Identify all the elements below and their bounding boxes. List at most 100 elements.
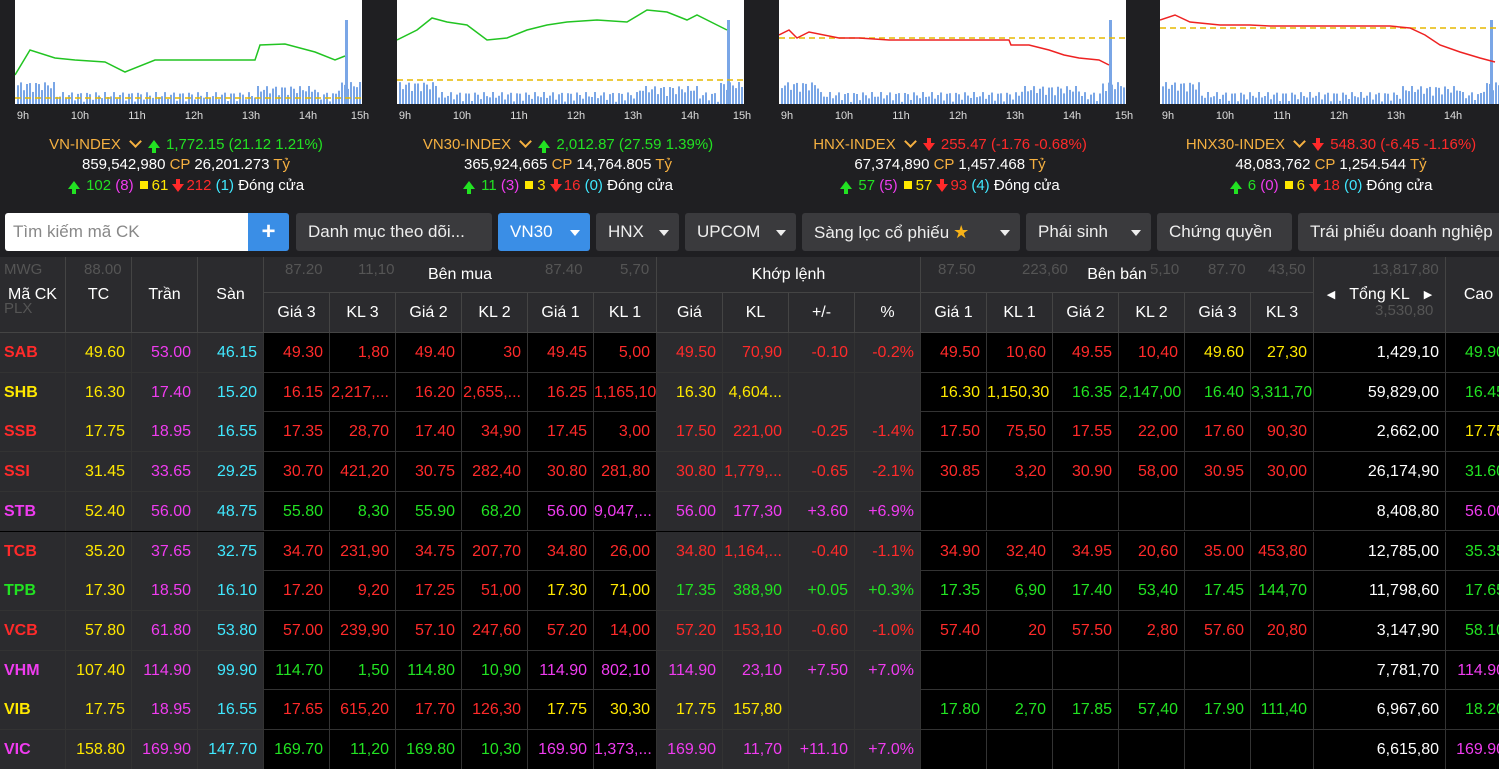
chevron-down-icon[interactable] <box>128 135 142 148</box>
tab-vn30[interactable]: VN30 <box>498 213 590 251</box>
symbol-cell[interactable]: VIB <box>0 690 66 730</box>
table-row[interactable]: TCB 35.20 37.65 32.75 34.70 231,90 34.75 207,70… <box>0 531 1499 572</box>
caret-down-icon <box>776 230 786 236</box>
header-ref[interactable]: TC <box>66 257 132 333</box>
symbol-cell[interactable]: TCB <box>0 531 66 571</box>
table-row[interactable]: SSB 17.75 18.95 16.55 17.35 28,70 17.40 34,90 17… <box>0 412 1499 453</box>
table-row[interactable]: SSI 31.45 33.65 29.25 30.70 421,20 30.75 282,40… <box>0 452 1499 492</box>
volume-bar <box>1399 98 1401 104</box>
chevron-down-icon[interactable] <box>903 135 917 148</box>
watchlist-button[interactable]: Danh mục theo dõi... <box>296 213 492 251</box>
volume-bar <box>107 97 109 104</box>
symbol-cell[interactable]: SSB <box>0 412 66 452</box>
header-kl-2[interactable]: KL 2 <box>462 293 528 333</box>
tab-hnx[interactable]: HNX <box>596 213 679 251</box>
symbol-cell[interactable]: SAB <box>0 333 66 372</box>
table-row[interactable]: VHM 107.40 114.90 99.90 114.70 1,50 114.80 10,9… <box>0 650 1499 691</box>
symbol-cell[interactable]: TPB <box>0 571 66 611</box>
volume-bar <box>263 89 265 104</box>
header-kl-3[interactable]: KL 3 <box>1251 293 1314 333</box>
volume-bar <box>1102 83 1104 104</box>
volume-bar <box>603 92 605 104</box>
table-row[interactable]: VIB 17.75 18.95 16.55 17.65 615,20 17.70 126,30… <box>0 690 1499 730</box>
table-row[interactable]: STB 52.40 56.00 48.75 55.80 8,30 55.90 68,20 56.… <box>0 491 1499 532</box>
tab-derivatives[interactable]: Phái sinh <box>1026 213 1151 251</box>
header-gi-3[interactable]: Giá 3 <box>264 293 330 333</box>
header-kl-1[interactable]: KL 1 <box>987 293 1053 333</box>
volume-bar <box>353 86 355 104</box>
ghost-text: 5,70 <box>620 261 650 278</box>
symbol-cell[interactable]: VHM <box>0 650 66 690</box>
symbol-cell[interactable]: SSI <box>0 452 66 492</box>
index-panel-vn30[interactable]: 9h 10h 11h 12h 13h 14h 15h VN30-INDEX 2,012.87… <box>382 0 754 205</box>
total-volume-cell: 6,967,60 <box>1314 690 1446 730</box>
index-line <box>779 29 1110 66</box>
bid-price-cell: 17.40 <box>396 412 462 452</box>
floor-price-cell: 53.80 <box>198 610 264 650</box>
volume-bar <box>1081 96 1083 104</box>
header-gi-1[interactable]: Giá 1 <box>528 293 594 333</box>
header-gi-3[interactable]: Giá 3 <box>1185 293 1251 333</box>
header-kl[interactable]: KL <box>723 293 789 333</box>
table-row[interactable]: SAB 49.60 53.00 46.15 49.30 1,80 49.40 30 49.45 5… <box>0 333 1499 373</box>
header--[interactable]: % <box>855 293 921 333</box>
table-row[interactable]: VIC 158.80 169.90 147.70 169.70 11,20 169.80 10… <box>0 730 1499 769</box>
scroll-left-icon[interactable]: ◀ <box>1326 289 1336 301</box>
header-total-volume[interactable]: ◀ Tổng KL ▶ <box>1314 257 1446 333</box>
index-name[interactable]: VN-INDEX <box>49 136 121 153</box>
volume-bar <box>1105 91 1107 104</box>
symbol-cell[interactable]: SHB <box>0 372 66 412</box>
chevron-down-icon[interactable] <box>1293 135 1306 148</box>
floor-price-cell: 46.15 <box>198 333 264 372</box>
volume-bar <box>1099 93 1101 104</box>
ask-price-cell: 57.50 <box>1053 610 1119 650</box>
index-name[interactable]: VN30-INDEX <box>422 136 512 153</box>
tab-bonds[interactable]: Trái phiếu doanh nghiệp <box>1298 213 1499 251</box>
header-gi-[interactable]: Giá <box>657 293 723 333</box>
table-row[interactable]: VCB 57.80 61.80 53.80 57.00 239,90 57.10 247,60… <box>0 610 1499 651</box>
index-name[interactable]: HNX-INDEX <box>813 136 896 153</box>
tab-warrants[interactable]: Chứng quyền <box>1157 213 1292 251</box>
header-kl-1[interactable]: KL 1 <box>594 293 657 333</box>
ask-price-cell: 34.95 <box>1053 531 1119 571</box>
volume-bar <box>898 93 900 104</box>
index-panel-hnx[interactable]: 9h 10h 11h 12h 13h 14h 15h HNX-INDEX 255.47 (-… <box>764 0 1136 205</box>
symbol-cell[interactable]: STB <box>0 491 66 531</box>
symbol-cell[interactable]: VIC <box>0 730 66 769</box>
table-row[interactable]: TPB 17.30 18.50 16.10 17.20 9,20 17.25 51,00 17.… <box>0 571 1499 611</box>
volume-bar <box>152 97 154 104</box>
header-floor[interactable]: Sàn <box>198 257 264 333</box>
symbol-cell[interactable]: VCB <box>0 610 66 650</box>
index-panel-vnindex[interactable]: 9h 10h 11h 12h 13h 14h 15h VN-INDEX 1,772.15 (… <box>0 0 372 205</box>
header-gi-1[interactable]: Giá 1 <box>921 293 987 333</box>
chevron-down-icon[interactable] <box>519 135 533 148</box>
search-input[interactable] <box>5 213 248 251</box>
header-gi-2[interactable]: Giá 2 <box>396 293 462 333</box>
volume-bar <box>552 92 554 104</box>
bid-price-cell: 114.70 <box>264 650 330 690</box>
ask-price-cell <box>921 491 987 531</box>
hnx30-time-axis: 9h 10h 11h 12h 13h 14h <box>1160 110 1499 124</box>
volume-bar <box>627 92 629 104</box>
header-symbol[interactable]: Mã CK <box>0 257 66 333</box>
scroll-right-icon[interactable]: ▶ <box>1423 289 1433 301</box>
ask-price-cell: 49.55 <box>1053 333 1119 372</box>
header--[interactable]: +/- <box>789 293 855 333</box>
volume-bar <box>832 98 834 104</box>
index-name[interactable]: HNX30-INDEX <box>1185 136 1286 153</box>
header-kl-2[interactable]: KL 2 <box>1119 293 1185 333</box>
bid-volume-cell: 1,80 <box>330 333 396 372</box>
tab-screener[interactable]: Sàng lọc cổ phiếu ★ <box>802 213 1020 251</box>
add-symbol-button[interactable]: + <box>248 213 289 251</box>
header-gi-2[interactable]: Giá 2 <box>1053 293 1119 333</box>
time-tick: 15h <box>1114 110 1134 122</box>
ref-price-cell: 158.80 <box>66 730 132 769</box>
tab-upcom[interactable]: UPCOM <box>685 213 796 251</box>
arrow-up-icon <box>147 140 160 153</box>
volume-bar <box>931 92 933 104</box>
volume-bar <box>110 96 112 104</box>
header-ceiling[interactable]: Trần <box>132 257 198 333</box>
header-kl-3[interactable]: KL 3 <box>330 293 396 333</box>
table-row[interactable]: SHB 16.30 17.40 15.20 16.15 2,217,... 16.20 2,6… <box>0 372 1499 413</box>
index-panel-hnx30[interactable]: 9h 10h 11h 12h 13h 14h HNX30-INDEX 548.30 (-6… <box>1145 0 1499 205</box>
